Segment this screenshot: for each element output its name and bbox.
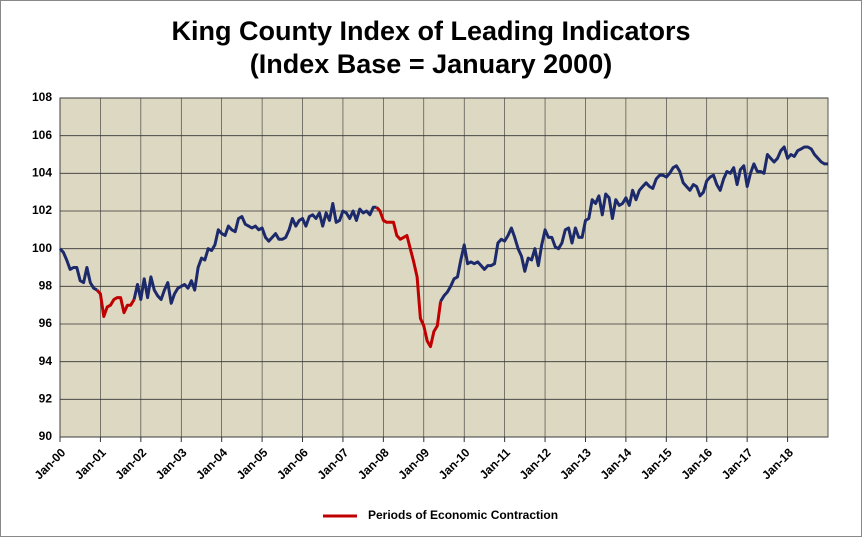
y-tick-label: 98 <box>39 279 53 293</box>
y-tick-label: 94 <box>39 354 53 368</box>
chart-title: King County Index of Leading Indicators <box>171 16 690 46</box>
plot-area <box>59 97 829 438</box>
series-line <box>95 206 443 349</box>
chart-subtitle: (Index Base = January 2000) <box>250 49 612 79</box>
y-tick-label: 96 <box>39 316 53 330</box>
y-tick-label: 106 <box>32 128 52 142</box>
y-tick-label: 92 <box>39 392 53 406</box>
legend-label: Periods of Economic Contraction <box>368 508 558 522</box>
y-tick-label: 108 <box>32 90 52 104</box>
y-tick-label: 104 <box>32 166 52 180</box>
series-line <box>58 145 828 305</box>
y-tick-label: 102 <box>32 203 52 217</box>
y-tick-label: 100 <box>32 241 52 255</box>
y-tick-label: 90 <box>39 429 53 443</box>
